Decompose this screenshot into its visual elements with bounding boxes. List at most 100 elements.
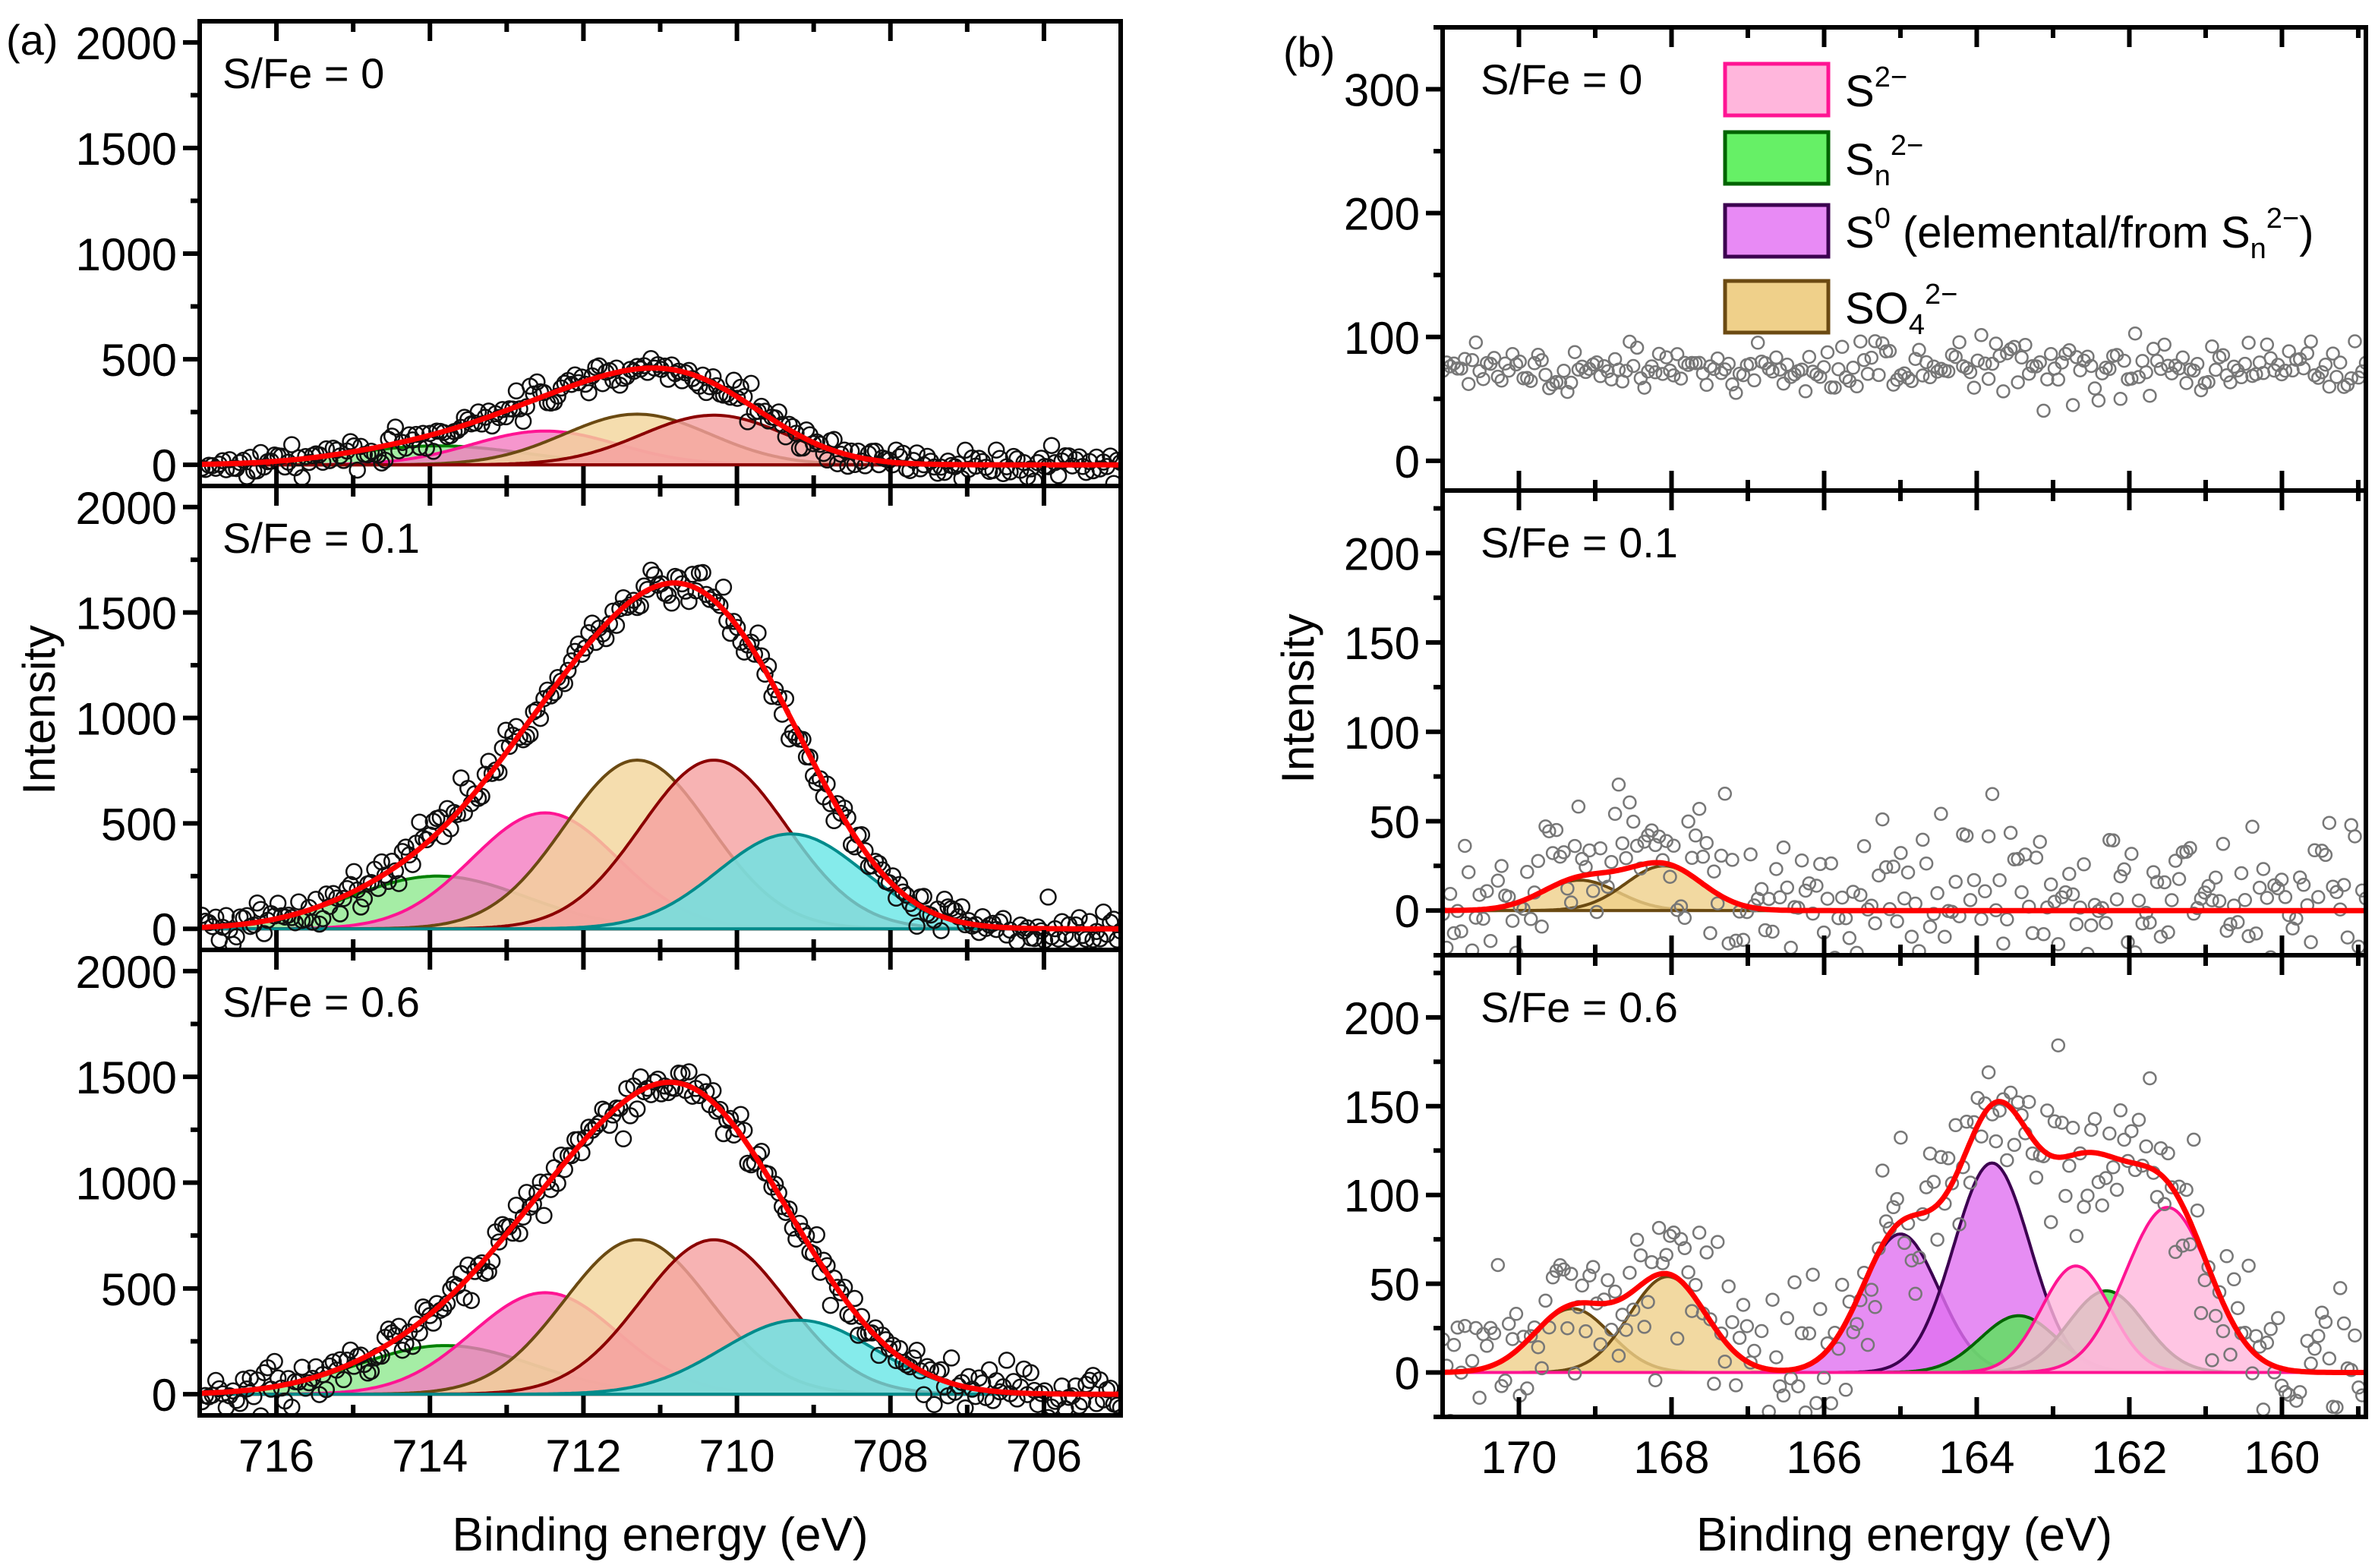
plot-area [200, 1063, 1121, 1415]
data-point [1758, 923, 1773, 938]
legend-label-part: 2− [2266, 203, 2299, 235]
subplot-2: 0 50 100 150 200 S/Fe = 0.6 [1344, 953, 2368, 1419]
y-tick-label: 100 [1344, 1171, 1420, 1222]
data-point [2069, 1229, 2084, 1244]
data-point [1824, 1396, 1838, 1411]
data-point [1934, 806, 1948, 822]
data-point [1527, 356, 1542, 371]
data-point [2051, 1038, 2066, 1052]
data-point [2183, 1237, 2197, 1251]
data-point [1699, 835, 1714, 850]
data-point [1842, 931, 1857, 945]
data-point [2117, 862, 2131, 877]
y-tick-label: 300 [1344, 65, 1420, 116]
data-point [825, 812, 843, 830]
data-point [1593, 369, 1608, 383]
data-point [349, 461, 366, 479]
data-point [1626, 1302, 1641, 1317]
subplot-0: 0 500 1000 1500 2000 S/Fe = 0 [76, 18, 1123, 491]
data-point [911, 1362, 929, 1380]
data-point [642, 561, 660, 579]
y-tick-label: 500 [101, 799, 177, 850]
data-point [1557, 363, 1571, 378]
panel-a: 0 500 1000 1500 2000 S/Fe = 0 0 500 1000 1500 2000… [6, 16, 1123, 1561]
data-point [1531, 348, 1546, 362]
data-point [1806, 906, 1820, 921]
data-point [1655, 367, 1670, 381]
data-point [1787, 900, 1802, 914]
data-point [1523, 912, 1538, 926]
data-point [2083, 918, 2099, 932]
data-point [1663, 869, 1677, 884]
data-point [1780, 880, 1795, 895]
data-point [2278, 890, 2293, 904]
data-point [2348, 829, 2362, 844]
data-point [1894, 1130, 1908, 1145]
data-point [2109, 1182, 2124, 1197]
y-tick-label: 100 [1344, 313, 1420, 364]
data-point [1850, 945, 1864, 955]
legend-label-part: n [1875, 160, 1891, 192]
data-point [1112, 1399, 1121, 1415]
data-point [607, 359, 626, 377]
legend-item-s0: S0 (elemental/from Sn2−) [1723, 203, 2313, 265]
data-point [1483, 933, 1498, 948]
data-point [1875, 336, 1890, 351]
panel-label: (a) [6, 16, 58, 64]
data-point [1494, 373, 1509, 388]
data-point [1571, 362, 1586, 377]
data-point [1904, 929, 1919, 944]
y-tick-label: 1000 [76, 1159, 177, 1210]
data-point [1996, 384, 2011, 399]
data-point [743, 374, 760, 393]
data-point [1717, 362, 1733, 377]
data-point [1978, 884, 1992, 899]
data-point [1717, 1354, 1733, 1369]
data-point [538, 1173, 557, 1191]
data-point [1717, 787, 1733, 801]
subplot-1: 0 50 100 150 200 S/Fe = 0.1 [1344, 488, 2368, 958]
data-point [1623, 795, 1637, 810]
data-point [1868, 916, 1882, 931]
data-point [1490, 369, 1506, 384]
data-point [1670, 903, 1685, 917]
data-point [376, 866, 394, 884]
data-point [1985, 356, 2000, 371]
data-point [1677, 1241, 1692, 1255]
plot-area [1443, 326, 2366, 418]
data-point [1765, 1292, 1780, 1307]
data-point [1585, 884, 1601, 898]
data-point [1816, 1371, 1831, 1385]
data-point [939, 898, 957, 916]
data-point [2314, 1305, 2329, 1320]
data-point [770, 688, 787, 706]
data-point [2143, 388, 2157, 403]
x-tick-label: 716 [238, 1431, 314, 1481]
data-point [1685, 850, 1699, 866]
data-point [2208, 870, 2223, 885]
data-point [2270, 1311, 2285, 1326]
data-point [1560, 1320, 1575, 1336]
data-point [1956, 827, 1970, 842]
data-point [2179, 1182, 2194, 1197]
data-point [1878, 344, 1894, 359]
data-point [1505, 346, 1520, 361]
data-point [1890, 1191, 1904, 1207]
data-point [235, 1371, 252, 1388]
data-point [1948, 1118, 1963, 1133]
data-point [2099, 1171, 2113, 1185]
data-point [1557, 1262, 1571, 1277]
data-point [2270, 881, 2285, 896]
data-point [611, 600, 629, 618]
data-point [870, 1346, 888, 1365]
data-point [1970, 353, 1985, 368]
data-point [1005, 1373, 1023, 1390]
y-tick-label: 0 [152, 440, 177, 491]
data-point [2113, 392, 2128, 406]
data-point [822, 1296, 840, 1314]
data-point [1894, 846, 1908, 860]
data-point [2234, 866, 2249, 881]
data-point [980, 1361, 998, 1379]
y-tick-label: 0 [1395, 1349, 1420, 1399]
data-point [1912, 944, 1926, 955]
